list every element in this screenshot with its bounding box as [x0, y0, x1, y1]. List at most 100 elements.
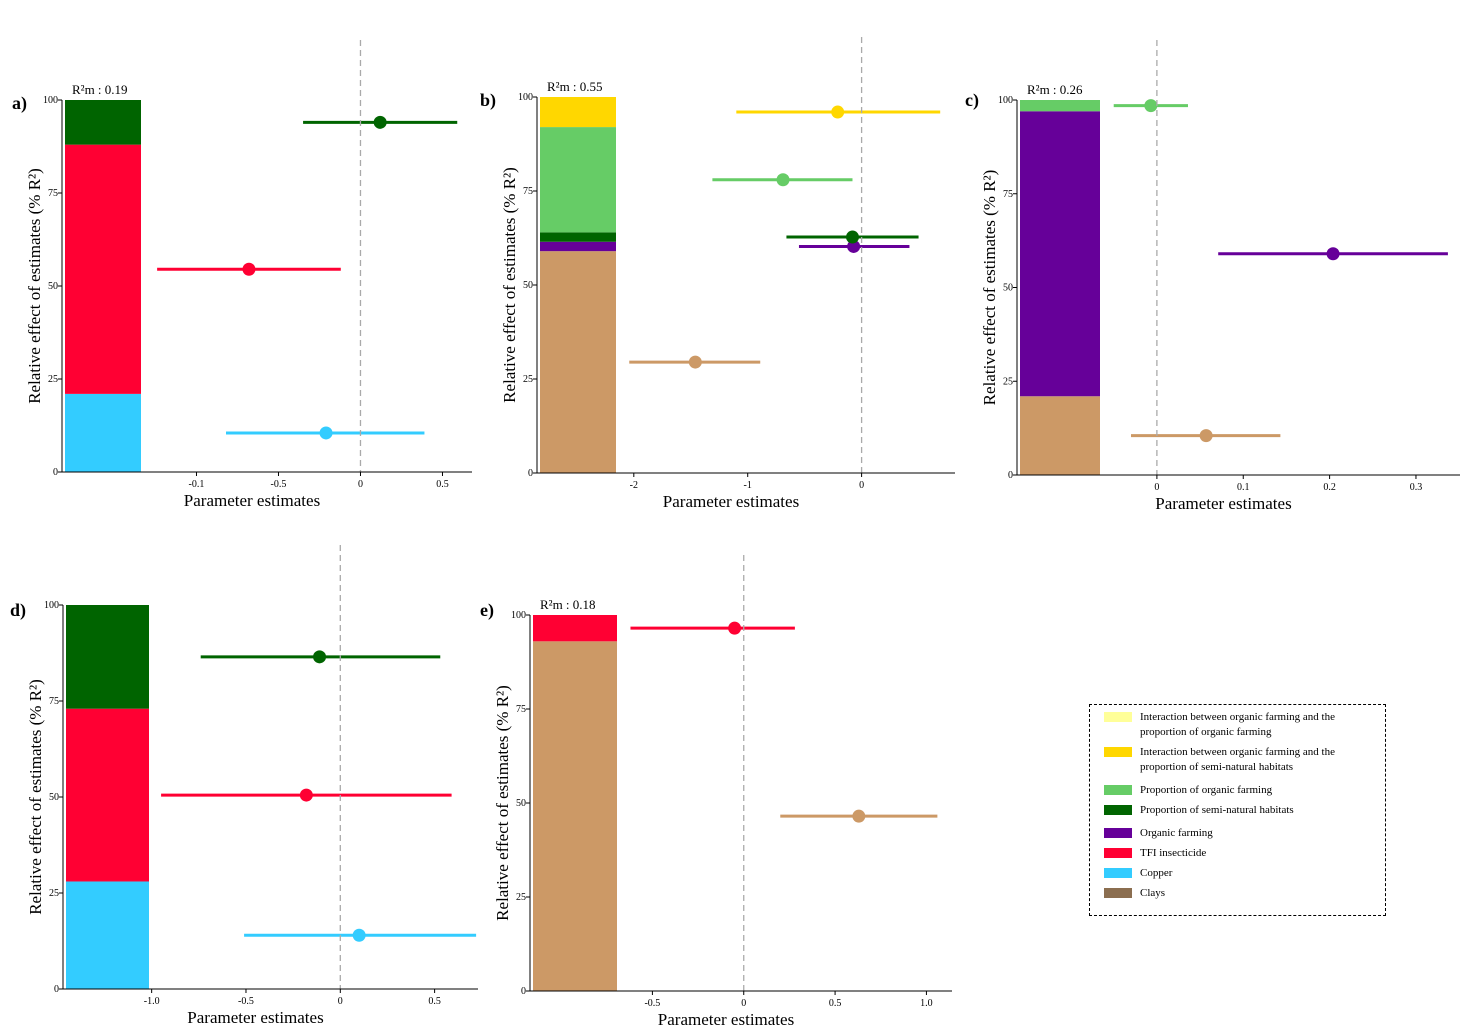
panel-label: e) — [480, 600, 494, 621]
legend-item: Organic farming — [1098, 826, 1377, 841]
y-tick-label: 50 — [516, 798, 526, 809]
y-axis-title: Relative effect of estimates (% R²) — [980, 170, 999, 406]
estimate-point — [688, 355, 702, 369]
bar-segment — [66, 881, 149, 989]
legend-swatch — [1104, 785, 1132, 795]
x-axis-title: Parameter estimates — [658, 1010, 794, 1029]
legend-label: Copper — [1140, 867, 1173, 879]
x-axis-title: Parameter estimates — [184, 491, 320, 510]
x-tick-label: -0.5 — [238, 996, 254, 1007]
y-tick-label: 25 — [49, 888, 59, 899]
y-tick-label: 0 — [53, 467, 58, 478]
estimate-point — [373, 115, 387, 129]
y-tick-label: 100 — [43, 95, 58, 106]
y-axis-title: Relative effect of estimates (% R²) — [500, 167, 519, 403]
x-tick-label: -1 — [744, 480, 752, 491]
y-axis-title: Relative effect of estimates (% R²) — [25, 168, 44, 404]
panel-label: c) — [965, 90, 979, 111]
estimate-point — [852, 809, 866, 823]
y-axis-title: Relative effect of estimates (% R²) — [26, 679, 45, 915]
bar-segment — [66, 708, 149, 882]
legend-item: Interaction between organic farming and … — [1098, 745, 1377, 775]
y-tick-label: 100 — [511, 610, 526, 621]
y-tick-label: 75 — [516, 704, 526, 715]
y-tick-label: 75 — [523, 186, 533, 197]
x-tick-label: 0.5 — [428, 996, 441, 1007]
legend-item: Copper — [1098, 866, 1377, 881]
bar-segment — [533, 615, 617, 642]
estimate-point — [831, 105, 845, 119]
x-axis-title: Parameter estimates — [663, 492, 799, 511]
legend: Interaction between organic farming and … — [1089, 704, 1386, 916]
x-tick-label: 0.5 — [829, 998, 842, 1009]
x-tick-label: 0 — [1154, 482, 1159, 493]
r2m-label: R²m : 0.19 — [72, 82, 128, 97]
x-tick-label: 0 — [741, 998, 746, 1009]
x-tick-label: -0.5 — [271, 479, 287, 490]
bar-segment — [540, 97, 616, 128]
x-axis-title: Parameter estimates — [1155, 494, 1291, 513]
legend-item: Proportion of semi-natural habitats — [1098, 803, 1377, 818]
estimate-point — [1326, 247, 1340, 261]
legend-item: Clays — [1098, 886, 1377, 901]
panel-label: b) — [480, 90, 496, 111]
estimate-point — [352, 928, 366, 942]
x-tick-label: -0.5 — [644, 998, 660, 1009]
estimate-point — [299, 788, 313, 802]
y-tick-label: 50 — [1003, 283, 1013, 294]
y-tick-label: 50 — [48, 281, 58, 292]
estimate-point — [776, 173, 790, 187]
bar-segment — [1020, 396, 1100, 475]
legend-label: TFI insecticide — [1140, 847, 1207, 859]
legend-label: Interaction between organic farming and … — [1140, 746, 1335, 773]
x-tick-label: 0 — [859, 480, 864, 491]
legend-label: Proportion of semi-natural habitats — [1140, 804, 1294, 816]
x-tick-label: 0.2 — [1323, 482, 1336, 493]
legend-label: Interaction between organic farming and … — [1140, 711, 1335, 738]
y-tick-label: 75 — [48, 188, 58, 199]
legend-label: Proportion of organic farming — [1140, 784, 1273, 796]
x-tick-label: 0 — [358, 479, 363, 490]
y-tick-label: 75 — [1003, 189, 1013, 200]
x-tick-label: -1.0 — [144, 996, 160, 1007]
y-tick-label: 0 — [54, 984, 59, 995]
bar-segment — [540, 241, 616, 252]
estimate-point — [847, 239, 861, 253]
x-tick-label: -2 — [630, 480, 638, 491]
y-tick-label: 25 — [48, 374, 58, 385]
estimate-point — [313, 650, 327, 664]
x-tick-label: 0 — [338, 996, 343, 1007]
y-axis-title: Relative effect of estimates (% R²) — [493, 685, 512, 921]
y-tick-label: 100 — [44, 600, 59, 611]
panel-label: d) — [10, 600, 26, 621]
bar-segment — [540, 251, 616, 473]
legend-label: Organic farming — [1140, 827, 1213, 839]
x-tick-label: 1.0 — [920, 998, 933, 1009]
legend-label: Clays — [1140, 887, 1166, 899]
y-tick-label: 0 — [521, 986, 526, 997]
legend-item: Proportion of organic farming — [1098, 783, 1377, 798]
bar-segment — [1020, 111, 1100, 397]
y-tick-label: 25 — [1003, 376, 1013, 387]
estimate-point — [319, 426, 333, 440]
r2m-label: R²m : 0.26 — [1027, 82, 1083, 97]
y-tick-label: 100 — [998, 95, 1013, 106]
legend-swatch — [1104, 712, 1132, 722]
bar-segment — [1020, 100, 1100, 112]
x-tick-label: 0.3 — [1410, 482, 1423, 493]
x-tick-label: 0.5 — [436, 479, 449, 490]
r2m-label: R²m : 0.18 — [540, 597, 596, 612]
legend-item: Interaction between organic farming and … — [1098, 710, 1377, 740]
estimate-point — [1199, 429, 1213, 443]
panel-label: a) — [12, 93, 27, 114]
legend-item: TFI insecticide — [1098, 846, 1377, 861]
y-tick-label: 50 — [49, 792, 59, 803]
bar-segment — [65, 393, 141, 472]
estimate-point — [728, 621, 742, 635]
estimate-point — [242, 262, 256, 276]
legend-swatch — [1104, 828, 1132, 838]
legend-swatch — [1104, 747, 1132, 757]
y-tick-label: 0 — [528, 468, 533, 479]
